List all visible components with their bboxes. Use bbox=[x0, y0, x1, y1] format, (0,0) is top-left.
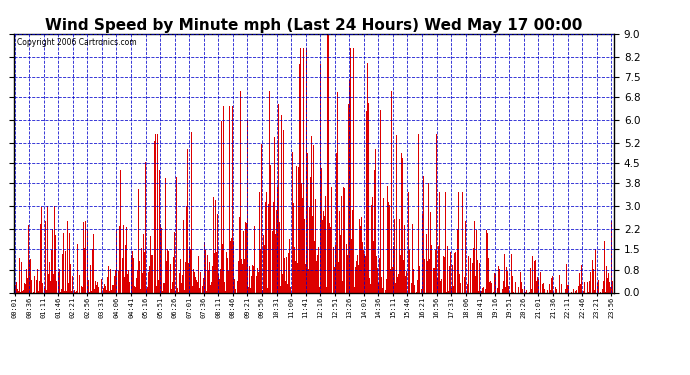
Title: Wind Speed by Minute mph (Last 24 Hours) Wed May 17 00:00: Wind Speed by Minute mph (Last 24 Hours)… bbox=[46, 18, 582, 33]
Text: Copyright 2006 Cartronics.com: Copyright 2006 Cartronics.com bbox=[17, 38, 137, 46]
